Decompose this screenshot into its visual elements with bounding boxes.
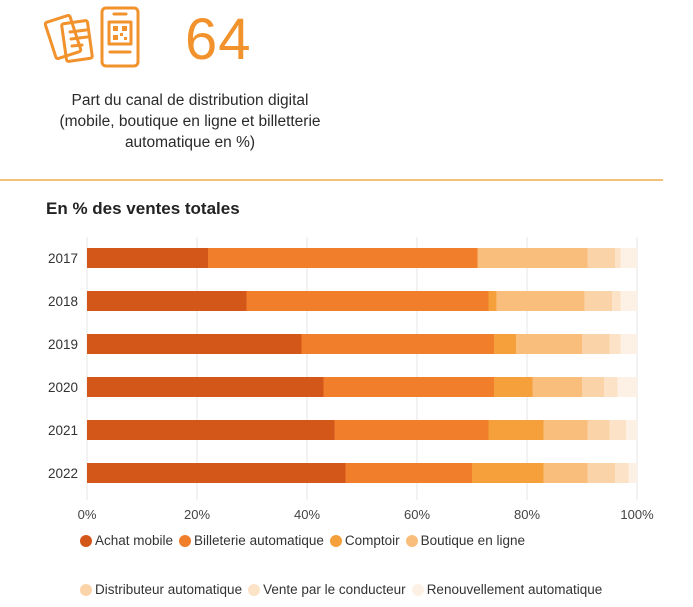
legend-swatch xyxy=(80,583,92,596)
bar-segment xyxy=(604,377,618,397)
legend-item: Achat mobile xyxy=(80,533,173,548)
legend-label: Billeterie automatique xyxy=(194,533,324,548)
y-category-label: 2019 xyxy=(48,337,78,352)
bar-segment xyxy=(582,377,604,397)
bar-segment xyxy=(472,463,544,483)
legend-swatch xyxy=(248,583,261,596)
y-category-label: 2020 xyxy=(48,380,78,395)
bar-segment xyxy=(87,420,335,440)
legend-label: Achat mobile xyxy=(95,533,174,548)
bar-segment xyxy=(516,334,582,354)
bar-segment xyxy=(620,334,637,354)
legend-item: Distributeur automatique xyxy=(80,582,242,597)
bar-segment xyxy=(609,420,626,440)
bar-segment xyxy=(620,291,637,311)
y-category-label: 2021 xyxy=(48,423,78,438)
legend-item: Comptoir xyxy=(329,533,400,548)
legend-swatch xyxy=(405,534,418,547)
bar-segment xyxy=(87,463,346,483)
bar-segment xyxy=(496,291,585,311)
mobile-qr-icon xyxy=(100,6,140,68)
legend-item: Boutique en ligne xyxy=(405,533,525,548)
legend-item: Vente par le conducteur xyxy=(248,582,406,597)
bar-segment xyxy=(87,334,302,354)
legend-swatch xyxy=(329,534,342,547)
chart-legend: Achat mobile Billeterie automatique Compto… xyxy=(80,533,670,607)
x-tick-label: 60% xyxy=(404,507,430,522)
bar-segment xyxy=(609,334,621,354)
bar-segment xyxy=(626,420,637,440)
bar-segment xyxy=(494,334,516,354)
bar-segment xyxy=(582,334,610,354)
stat-number: 64 xyxy=(185,7,252,72)
legend-label: Vente par le conducteur xyxy=(263,582,406,597)
bar-segment xyxy=(617,377,637,397)
bar-segment xyxy=(488,420,544,440)
bar-segment xyxy=(587,420,610,440)
bar-segment xyxy=(301,334,494,354)
bar-segment xyxy=(532,377,582,397)
bar-segment xyxy=(345,463,472,483)
legend-label: Comptoir xyxy=(344,533,400,548)
y-category-label: 2022 xyxy=(48,466,78,481)
legend-swatch xyxy=(179,534,192,547)
bar-segment xyxy=(488,291,497,311)
bar-segment xyxy=(587,248,615,268)
chart-title: En % des ventes totales xyxy=(46,199,240,218)
bar-segment xyxy=(208,248,478,268)
bar-segment xyxy=(620,248,637,268)
x-tick-label: 80% xyxy=(514,507,540,522)
x-tick-label: 40% xyxy=(294,507,320,522)
legend-label: Renouvellement automatique xyxy=(426,582,603,597)
bar-segment xyxy=(587,463,615,483)
x-tick-label: 0% xyxy=(78,507,97,522)
bar-segment xyxy=(334,420,489,440)
bar-segment xyxy=(323,377,494,397)
x-tick-label: 100% xyxy=(620,507,654,522)
legend-label: Boutique en ligne xyxy=(420,533,525,548)
bar-segment xyxy=(612,291,621,311)
divider xyxy=(0,179,663,181)
tickets-icon xyxy=(44,13,94,63)
bar-segment xyxy=(87,377,324,397)
bar-segment xyxy=(494,377,533,397)
bar-segment xyxy=(615,463,629,483)
bar-segment xyxy=(87,291,247,311)
stacked-bar-chart: 0% 20% 40% 60% 80% 100% 2017 2018 2019 2020 2021 20… xyxy=(48,237,654,522)
bar-segment xyxy=(87,248,208,268)
bar-segment xyxy=(246,291,489,311)
legend-label: Distributeur automatique xyxy=(95,582,243,597)
bar-segment xyxy=(615,248,621,268)
legend-item: Billeterie automatique xyxy=(179,533,324,548)
bar-segment xyxy=(584,291,613,311)
bar-segment xyxy=(543,420,588,440)
bar-segment xyxy=(543,463,588,483)
stat-caption: Part du canal de distribution digital (m… xyxy=(59,92,321,151)
bar-segment xyxy=(628,463,637,483)
stat-icons xyxy=(44,6,140,68)
x-tick-label: 20% xyxy=(184,507,210,522)
legend-swatch xyxy=(80,534,92,547)
bar-segment xyxy=(477,248,588,268)
legend-item: Renouvellement automatique xyxy=(411,582,603,597)
legend-swatch xyxy=(411,583,424,596)
y-category-label: 2017 xyxy=(48,251,78,266)
y-category-label: 2018 xyxy=(48,294,78,309)
stat-block: 64 Part du canal de distribution digital… xyxy=(0,0,693,180)
legend-row-break xyxy=(80,558,670,582)
